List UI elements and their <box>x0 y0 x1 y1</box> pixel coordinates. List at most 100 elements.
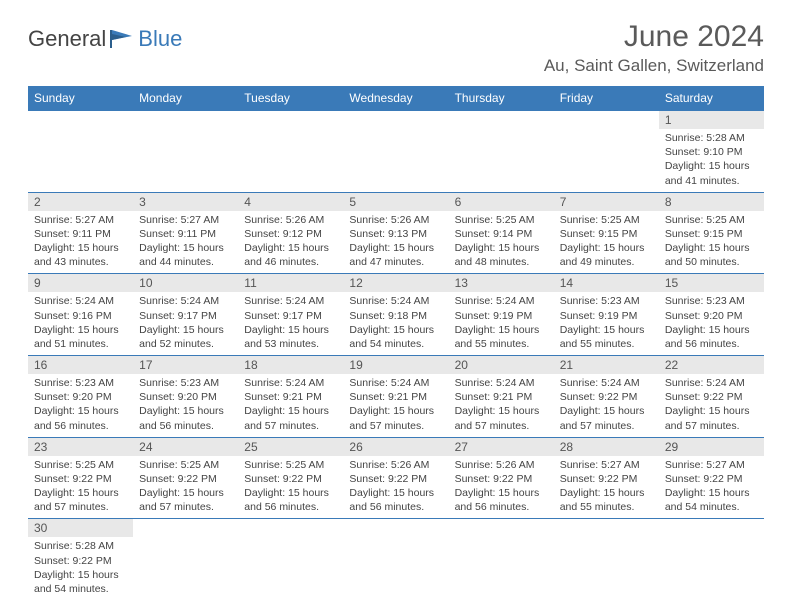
day-content: Sunrise: 5:24 AMSunset: 9:22 PMDaylight:… <box>554 374 659 437</box>
daylight-line: Daylight: 15 hours and 43 minutes. <box>34 241 127 269</box>
sunrise-line: Sunrise: 5:28 AM <box>34 539 127 553</box>
day-content: Sunrise: 5:25 AMSunset: 9:15 PMDaylight:… <box>659 211 764 274</box>
daylight-line: Daylight: 15 hours and 56 minutes. <box>665 323 758 351</box>
sunset-line: Sunset: 9:22 PM <box>665 390 758 404</box>
empty-cell <box>238 111 343 130</box>
daylight-line: Daylight: 15 hours and 54 minutes. <box>34 568 127 596</box>
daynum-row: 16171819202122 <box>28 356 764 375</box>
day-content: Sunrise: 5:28 AMSunset: 9:22 PMDaylight:… <box>28 537 133 600</box>
sunrise-line: Sunrise: 5:25 AM <box>244 458 337 472</box>
daylight-line: Daylight: 15 hours and 44 minutes. <box>139 241 232 269</box>
daylight-line: Daylight: 15 hours and 57 minutes. <box>139 486 232 514</box>
empty-cell <box>554 111 659 130</box>
empty-cell <box>343 537 448 600</box>
sunset-line: Sunset: 9:11 PM <box>139 227 232 241</box>
daylight-line: Daylight: 15 hours and 47 minutes. <box>349 241 442 269</box>
page-title: June 2024 <box>544 20 764 54</box>
empty-cell <box>343 111 448 130</box>
content-row: Sunrise: 5:28 AMSunset: 9:22 PMDaylight:… <box>28 537 764 600</box>
sunset-line: Sunset: 9:21 PM <box>455 390 548 404</box>
daylight-line: Daylight: 15 hours and 55 minutes. <box>455 323 548 351</box>
day-content: Sunrise: 5:24 AMSunset: 9:21 PMDaylight:… <box>449 374 554 437</box>
weekday-header: Wednesday <box>343 86 448 111</box>
daynum-row: 1 <box>28 111 764 130</box>
day-number: 16 <box>28 356 133 375</box>
empty-cell <box>133 537 238 600</box>
day-content: Sunrise: 5:25 AMSunset: 9:22 PMDaylight:… <box>133 456 238 519</box>
day-number: 14 <box>554 274 659 293</box>
daylight-line: Daylight: 15 hours and 57 minutes. <box>665 404 758 432</box>
sunrise-line: Sunrise: 5:23 AM <box>139 376 232 390</box>
day-number: 25 <box>238 437 343 456</box>
day-content: Sunrise: 5:24 AMSunset: 9:21 PMDaylight:… <box>238 374 343 437</box>
daylight-line: Daylight: 15 hours and 53 minutes. <box>244 323 337 351</box>
content-row: Sunrise: 5:27 AMSunset: 9:11 PMDaylight:… <box>28 211 764 274</box>
sunrise-line: Sunrise: 5:26 AM <box>349 213 442 227</box>
sunrise-line: Sunrise: 5:27 AM <box>665 458 758 472</box>
sunset-line: Sunset: 9:22 PM <box>455 472 548 486</box>
calendar-table: SundayMondayTuesdayWednesdayThursdayFrid… <box>28 86 764 600</box>
sunrise-line: Sunrise: 5:23 AM <box>560 294 653 308</box>
daylight-line: Daylight: 15 hours and 56 minutes. <box>349 486 442 514</box>
day-number: 3 <box>133 192 238 211</box>
sunrise-line: Sunrise: 5:27 AM <box>560 458 653 472</box>
sunset-line: Sunset: 9:22 PM <box>34 554 127 568</box>
sunrise-line: Sunrise: 5:28 AM <box>665 131 758 145</box>
logo-flag-icon <box>108 28 136 50</box>
daynum-row: 23242526272829 <box>28 437 764 456</box>
daylight-line: Daylight: 15 hours and 57 minutes. <box>349 404 442 432</box>
sunrise-line: Sunrise: 5:24 AM <box>349 294 442 308</box>
sunrise-line: Sunrise: 5:24 AM <box>34 294 127 308</box>
day-number: 26 <box>343 437 448 456</box>
empty-cell <box>449 129 554 192</box>
empty-cell <box>238 519 343 538</box>
empty-cell <box>449 519 554 538</box>
day-content: Sunrise: 5:23 AMSunset: 9:20 PMDaylight:… <box>28 374 133 437</box>
sunrise-line: Sunrise: 5:24 AM <box>244 376 337 390</box>
day-content: Sunrise: 5:25 AMSunset: 9:14 PMDaylight:… <box>449 211 554 274</box>
day-content: Sunrise: 5:23 AMSunset: 9:19 PMDaylight:… <box>554 292 659 355</box>
daylight-line: Daylight: 15 hours and 51 minutes. <box>34 323 127 351</box>
sunset-line: Sunset: 9:17 PM <box>244 309 337 323</box>
sunrise-line: Sunrise: 5:24 AM <box>349 376 442 390</box>
day-content: Sunrise: 5:27 AMSunset: 9:11 PMDaylight:… <box>133 211 238 274</box>
sunset-line: Sunset: 9:13 PM <box>349 227 442 241</box>
logo-general: General <box>28 26 106 51</box>
logo-blue: Blue <box>138 26 182 51</box>
empty-cell <box>659 519 764 538</box>
day-content: Sunrise: 5:25 AMSunset: 9:22 PMDaylight:… <box>238 456 343 519</box>
sunrise-line: Sunrise: 5:25 AM <box>665 213 758 227</box>
sunset-line: Sunset: 9:22 PM <box>349 472 442 486</box>
empty-cell <box>238 129 343 192</box>
day-content: Sunrise: 5:27 AMSunset: 9:22 PMDaylight:… <box>554 456 659 519</box>
sunset-line: Sunset: 9:17 PM <box>139 309 232 323</box>
content-row: Sunrise: 5:24 AMSunset: 9:16 PMDaylight:… <box>28 292 764 355</box>
daylight-line: Daylight: 15 hours and 56 minutes. <box>244 486 337 514</box>
day-content: Sunrise: 5:24 AMSunset: 9:19 PMDaylight:… <box>449 292 554 355</box>
empty-cell <box>449 537 554 600</box>
day-number: 6 <box>449 192 554 211</box>
sunset-line: Sunset: 9:21 PM <box>244 390 337 404</box>
day-number: 19 <box>343 356 448 375</box>
daylight-line: Daylight: 15 hours and 41 minutes. <box>665 159 758 187</box>
daylight-line: Daylight: 15 hours and 56 minutes. <box>455 486 548 514</box>
sunrise-line: Sunrise: 5:24 AM <box>455 376 548 390</box>
day-content: Sunrise: 5:24 AMSunset: 9:21 PMDaylight:… <box>343 374 448 437</box>
day-content: Sunrise: 5:23 AMSunset: 9:20 PMDaylight:… <box>659 292 764 355</box>
sunset-line: Sunset: 9:15 PM <box>560 227 653 241</box>
daylight-line: Daylight: 15 hours and 55 minutes. <box>560 323 653 351</box>
daylight-line: Daylight: 15 hours and 52 minutes. <box>139 323 232 351</box>
day-content: Sunrise: 5:28 AMSunset: 9:10 PMDaylight:… <box>659 129 764 192</box>
daylight-line: Daylight: 15 hours and 55 minutes. <box>560 486 653 514</box>
sunset-line: Sunset: 9:11 PM <box>34 227 127 241</box>
sunrise-line: Sunrise: 5:24 AM <box>244 294 337 308</box>
empty-cell <box>28 111 133 130</box>
day-number: 29 <box>659 437 764 456</box>
sunset-line: Sunset: 9:15 PM <box>665 227 758 241</box>
sunrise-line: Sunrise: 5:24 AM <box>139 294 232 308</box>
day-number: 24 <box>133 437 238 456</box>
sunrise-line: Sunrise: 5:26 AM <box>455 458 548 472</box>
sunrise-line: Sunrise: 5:26 AM <box>244 213 337 227</box>
day-number: 5 <box>343 192 448 211</box>
daynum-row: 9101112131415 <box>28 274 764 293</box>
